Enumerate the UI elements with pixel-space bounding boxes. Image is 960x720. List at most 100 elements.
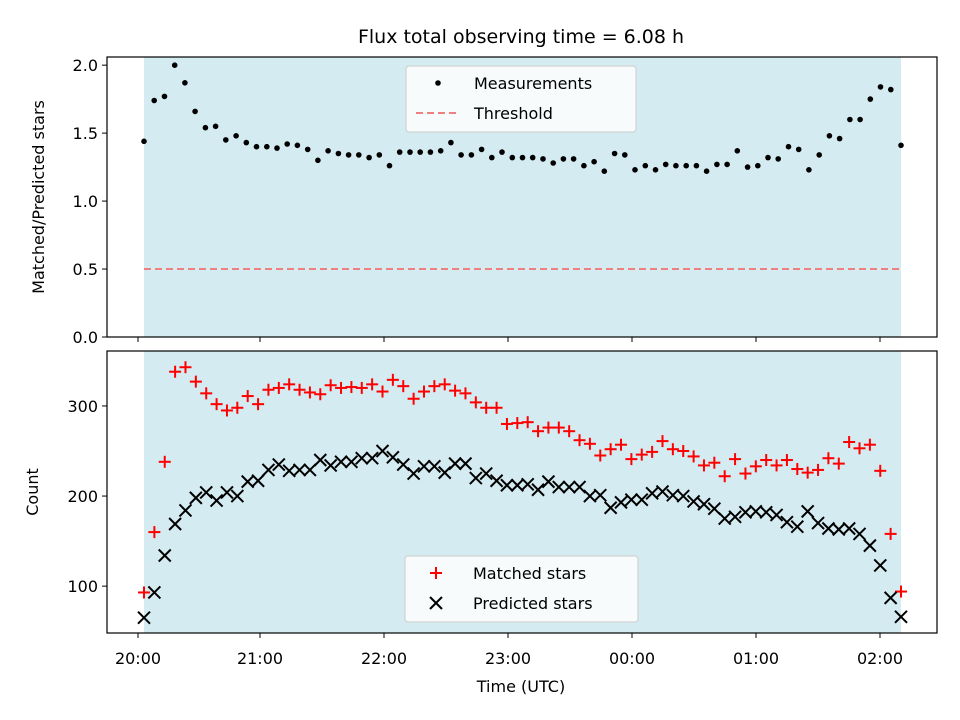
predicted-star-point <box>863 538 877 553</box>
measurement-point <box>724 161 730 168</box>
bottom-y-axis: 100 200 300 <box>67 397 107 596</box>
matched-star-point <box>293 383 306 396</box>
predicted-star-point <box>230 489 245 503</box>
matched-star-point <box>449 384 462 397</box>
matched-star-point <box>646 445 659 458</box>
measurement-point <box>478 146 485 153</box>
bottom-x-axis: 20:00 21:00 22:00 23:00 00:00 01:00 02:00 <box>115 633 903 668</box>
matched-star-point <box>563 425 576 438</box>
matched-star-point <box>697 459 710 472</box>
measurement-point <box>448 139 454 146</box>
predicted-star-point <box>406 466 421 481</box>
predicted-star-point <box>168 517 182 531</box>
legend-measurements-marker <box>435 80 441 86</box>
top-legend: Measurements Threshold <box>405 65 637 133</box>
bottom-y-tick-label: 200 <box>67 487 98 506</box>
predicted-star-point <box>489 474 504 488</box>
measurement-point <box>427 149 434 155</box>
predicted-star-point <box>386 450 400 465</box>
matched-star-point <box>552 421 565 434</box>
matched-star-point <box>594 449 607 462</box>
measurement-point <box>703 168 710 174</box>
measurement-point <box>632 167 638 173</box>
predicted-star-point <box>303 463 317 477</box>
matched-star-point <box>542 421 555 434</box>
predicted-star-point <box>282 464 296 478</box>
predicted-star-point <box>790 519 805 534</box>
predicted-star-point <box>323 458 338 473</box>
top-y-axis: 0.0 0.5 1.0 1.5 2.0 <box>73 56 107 347</box>
legend-matched-marker <box>430 567 442 579</box>
legend-measurements-label: Measurements <box>474 74 592 93</box>
predicted-star-point <box>769 508 784 522</box>
matched-star-point <box>345 381 358 394</box>
predicted-star-point <box>158 548 172 563</box>
matched-star-point <box>780 454 793 467</box>
matched-star-point <box>822 452 835 465</box>
matched-star-point <box>210 398 223 411</box>
predicted-star-point <box>199 485 213 500</box>
predicted-star-point <box>873 558 887 573</box>
top-y-tick-label: 2.0 <box>73 56 98 75</box>
matched-star-point <box>241 390 254 403</box>
measurement-point <box>212 123 219 130</box>
measurement-point <box>806 167 812 173</box>
x-axis-label: Time (UTC) <box>476 677 565 696</box>
matched-star-point <box>625 453 638 466</box>
legend-threshold-label: Threshold <box>473 104 553 123</box>
matched-star-point <box>604 443 617 456</box>
measurement-point <box>601 168 608 174</box>
top-y-axis-label: Matched/Predicted stars <box>29 100 48 294</box>
predicted-star-point <box>220 485 234 500</box>
measurement-point <box>673 162 679 169</box>
measurement-point <box>304 146 311 153</box>
matched-star-point <box>355 381 368 394</box>
measurement-point <box>836 135 843 142</box>
predicted-star-point <box>365 451 379 465</box>
predicted-star-point <box>655 484 670 499</box>
predicted-star-point <box>448 456 462 471</box>
predicted-star-point <box>800 504 815 519</box>
legend-predicted-marker <box>429 596 443 610</box>
measurement-point <box>223 137 229 143</box>
measurement-point <box>847 116 853 123</box>
predicted-star-point <box>738 505 753 519</box>
measurement-point <box>693 162 700 169</box>
measurement-point <box>662 161 669 168</box>
x-tick-label: 22:00 <box>361 649 407 668</box>
measurement-point <box>356 152 362 158</box>
measurement-point <box>540 156 546 162</box>
top-x-ticks <box>137 337 881 342</box>
measurement-point <box>775 156 781 162</box>
matched-star-point <box>335 381 348 394</box>
predicted-star-point <box>686 494 701 509</box>
matched-star-point <box>760 454 773 467</box>
x-tick-label: 02:00 <box>857 649 903 668</box>
chart-title: Flux total observing time = 6.08 h <box>358 26 684 48</box>
measurement-point <box>396 149 403 155</box>
measurement-point <box>683 162 689 169</box>
measurement-point <box>867 96 874 102</box>
predicted-star-point <box>603 501 618 515</box>
predicted-star-point <box>552 480 566 494</box>
matched-star-point <box>583 437 596 450</box>
matched-star-point <box>231 401 244 414</box>
bottom-y-tick-label: 100 <box>67 577 98 596</box>
matched-star-point <box>895 585 907 598</box>
measurement-point <box>826 133 833 139</box>
bottom-axes-frame <box>106 350 938 634</box>
top-y-tick-label: 1.0 <box>73 192 98 211</box>
matched-star-point <box>863 438 876 451</box>
measurement-point <box>233 133 239 139</box>
predicted-star-point <box>728 510 742 524</box>
matched-star-point <box>511 417 524 430</box>
matched-star-point <box>770 459 783 472</box>
measurement-point <box>417 149 424 155</box>
measurement-point <box>642 162 649 169</box>
matched-star-point <box>220 404 233 417</box>
matched-star-point <box>615 438 628 451</box>
matched-star-point <box>407 392 420 405</box>
matched-star-point <box>884 527 897 540</box>
measurement-point <box>652 167 659 173</box>
predicted-star-point <box>593 488 607 502</box>
